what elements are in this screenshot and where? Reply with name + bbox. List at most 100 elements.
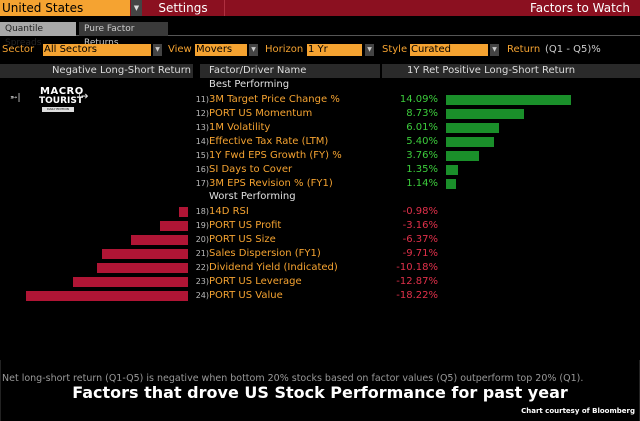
horizon-label: Horizon <box>265 44 304 55</box>
credit: Chart courtesy of Bloomberg <box>521 407 635 415</box>
factor-row[interactable]: 12) PORT US Momentum 8.73% <box>0 107 640 121</box>
factor-name[interactable]: Effective Tax Rate (LTM) <box>209 136 329 147</box>
return-unit: (Q1 - Q5)% <box>545 44 601 55</box>
factor-index: 14) <box>195 137 209 146</box>
country-dropdown-icon[interactable]: ▼ <box>131 0 142 16</box>
factor-row[interactable]: 16) SI Days to Cover 1.35% <box>0 163 640 177</box>
factor-row[interactable]: 19) PORT US Profit -3.16% <box>0 219 640 233</box>
factor-row[interactable]: 17) 3M EPS Revision % (FY1) 1.14% <box>0 177 640 191</box>
factor-name[interactable]: 3M Target Price Change % <box>209 94 340 105</box>
return-label: Return <box>507 44 541 55</box>
view-select[interactable]: Movers <box>195 44 247 56</box>
factor-name[interactable]: PORT US Size <box>209 234 276 245</box>
caption: Factors that drove US Stock Performance … <box>72 383 568 402</box>
view-label: View <box>168 44 192 55</box>
factor-index: 23) <box>195 277 209 286</box>
column-header-positive: 1Y Ret Positive Long-Short Return <box>382 64 640 78</box>
factor-index: 20) <box>195 235 209 244</box>
factor-name[interactable]: SI Days to Cover <box>209 164 293 175</box>
factor-value: -10.18% <box>396 262 438 273</box>
style-select[interactable]: Curated <box>410 44 488 56</box>
negative-bar <box>179 207 188 217</box>
arrow-left-icon: ➵| <box>10 93 21 103</box>
macro-tourist-logo: ➵| MACRO TOURIST DAILY EDITION |➔ <box>10 86 100 118</box>
positive-bar <box>446 165 458 175</box>
factor-index: 13) <box>195 123 209 132</box>
negative-bar <box>25 291 188 301</box>
factor-index: 15) <box>195 151 209 160</box>
factor-row[interactable]: 18) 14D RSI -0.98% <box>0 205 640 219</box>
factor-row[interactable]: 15) 1Y Fwd EPS Growth (FY) % 3.76% <box>0 149 640 163</box>
horizon-dropdown-icon[interactable]: ▼ <box>365 44 374 56</box>
positive-bar <box>446 179 457 189</box>
factor-index: 18) <box>195 207 209 216</box>
factor-name[interactable]: Dividend Yield (Indicated) <box>209 262 338 273</box>
positive-bar <box>446 95 572 105</box>
tab-bar: Quantile Spreads Pure Factor Returns <box>0 22 640 48</box>
factor-value: 8.73% <box>406 108 438 119</box>
column-header-negative: Negative Long-Short Return <box>0 64 193 78</box>
factor-name[interactable]: PORT US Profit <box>209 220 282 231</box>
factor-name[interactable]: 1Y Fwd EPS Growth (FY) % <box>209 150 342 161</box>
tab-pure-factor-returns[interactable]: Pure Factor Returns <box>79 22 168 48</box>
factor-index: 19) <box>195 221 209 230</box>
sector-dropdown-icon[interactable]: ▼ <box>153 44 162 56</box>
style-label: Style <box>382 44 408 55</box>
column-header-factor: Factor/Driver Name <box>200 64 380 78</box>
factor-row[interactable]: 24) PORT US Value -18.22% <box>0 289 640 303</box>
factor-index: 11) <box>195 95 209 104</box>
positive-bar <box>446 151 480 161</box>
factor-index: 21) <box>195 249 209 258</box>
factor-value: -3.16% <box>402 220 438 231</box>
factor-index: 22) <box>195 263 209 272</box>
tab-quantile-spreads[interactable]: Quantile Spreads <box>0 22 76 48</box>
positive-bar <box>446 109 524 119</box>
factor-value: 3.76% <box>406 150 438 161</box>
factor-value: -6.37% <box>402 234 438 245</box>
logo-line2: TOURIST <box>39 96 83 106</box>
factor-value: 6.01% <box>406 122 438 133</box>
sector-label: Sector <box>2 44 35 55</box>
factor-name[interactable]: 14D RSI <box>209 206 249 217</box>
sector-select[interactable]: All Sectors <box>43 44 151 56</box>
factor-value: 5.40% <box>406 136 438 147</box>
horizon-select[interactable]: 1 Yr <box>307 44 362 56</box>
factor-index: 12) <box>195 109 209 118</box>
filter-bar: Sector All Sectors ▼ View Movers ▼ Horiz… <box>0 43 640 57</box>
negative-bar <box>101 249 188 259</box>
negative-bar <box>97 263 188 273</box>
topbar-divider <box>224 0 225 16</box>
factor-row[interactable]: 14) Effective Tax Rate (LTM) 5.40% <box>0 135 640 149</box>
negative-bar <box>131 235 188 245</box>
logo-line1: MACRO <box>40 86 84 97</box>
country-select[interactable]: United States <box>0 0 130 16</box>
positive-bar <box>446 123 500 133</box>
factor-value: -18.22% <box>396 290 438 301</box>
settings-button[interactable]: Settings <box>142 0 224 16</box>
factor-name[interactable]: PORT US Value <box>209 290 283 301</box>
factor-name[interactable]: PORT US Leverage <box>209 276 302 287</box>
negative-bar <box>159 221 188 231</box>
logo-line3: DAILY EDITION <box>42 107 74 112</box>
factor-value: 1.35% <box>406 164 438 175</box>
factor-index: 16) <box>195 165 209 174</box>
factor-value: 14.09% <box>399 94 438 105</box>
factor-name[interactable]: PORT US Momentum <box>209 108 313 119</box>
factor-name[interactable]: Sales Dispersion (FY1) <box>209 248 321 259</box>
factor-row[interactable]: 20) PORT US Size -6.37% <box>0 233 640 247</box>
factor-row[interactable]: 11) 3M Target Price Change % 14.09% <box>0 93 640 107</box>
style-dropdown-icon[interactable]: ▼ <box>490 44 499 56</box>
factor-row[interactable]: 22) Dividend Yield (Indicated) -10.18% <box>0 261 640 275</box>
section-heading: Worst Performing <box>209 191 296 202</box>
page-title: Factors to Watch <box>529 1 630 15</box>
factor-value: -0.98% <box>402 206 438 217</box>
factor-row[interactable]: 23) PORT US Leverage -12.87% <box>0 275 640 289</box>
factor-name[interactable]: 3M EPS Revision % (FY1) <box>209 178 333 189</box>
view-dropdown-icon[interactable]: ▼ <box>249 44 258 56</box>
section-heading: Best Performing <box>209 79 290 90</box>
factor-name[interactable]: 1M Volatility <box>209 122 271 133</box>
factor-row[interactable]: 13) 1M Volatility 6.01% <box>0 121 640 135</box>
factor-row[interactable]: 21) Sales Dispersion (FY1) -9.71% <box>0 247 640 261</box>
footnote: Net long-short return (Q1-Q5) is negativ… <box>2 373 584 384</box>
factor-value: 1.14% <box>406 178 438 189</box>
